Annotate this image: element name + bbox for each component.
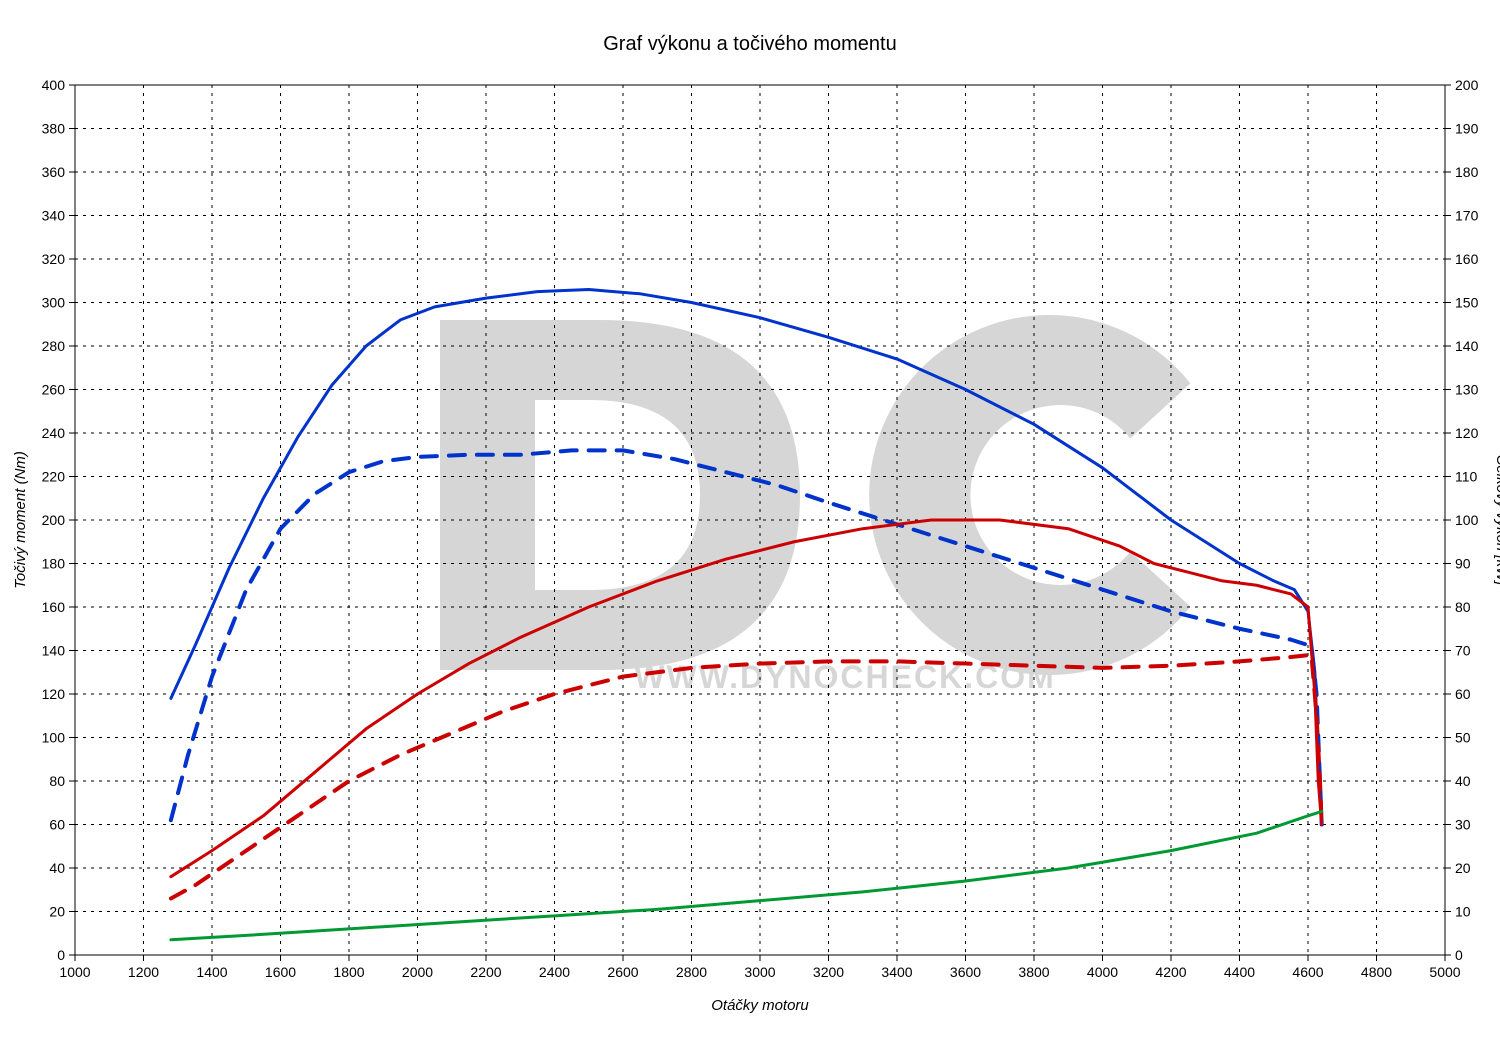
svg-text:4600: 4600 bbox=[1292, 964, 1323, 980]
svg-text:1600: 1600 bbox=[265, 964, 296, 980]
svg-text:170: 170 bbox=[1455, 208, 1479, 224]
svg-text:4000: 4000 bbox=[1087, 964, 1118, 980]
svg-text:0: 0 bbox=[1455, 947, 1463, 963]
svg-text:50: 50 bbox=[1455, 730, 1471, 746]
svg-text:140: 140 bbox=[42, 643, 66, 659]
svg-text:160: 160 bbox=[42, 599, 66, 615]
svg-text:40: 40 bbox=[49, 860, 65, 876]
svg-text:320: 320 bbox=[42, 251, 66, 267]
svg-text:140: 140 bbox=[1455, 338, 1479, 354]
svg-text:20: 20 bbox=[1455, 860, 1471, 876]
svg-text:200: 200 bbox=[42, 512, 66, 528]
svg-text:120: 120 bbox=[1455, 425, 1479, 441]
svg-text:70: 70 bbox=[1455, 643, 1471, 659]
svg-text:80: 80 bbox=[49, 773, 65, 789]
svg-text:90: 90 bbox=[1455, 556, 1471, 572]
svg-text:4200: 4200 bbox=[1155, 964, 1186, 980]
svg-text:3000: 3000 bbox=[744, 964, 775, 980]
svg-text:190: 190 bbox=[1455, 121, 1479, 137]
svg-text:380: 380 bbox=[42, 121, 66, 137]
svg-text:200: 200 bbox=[1455, 77, 1479, 93]
svg-text:20: 20 bbox=[49, 904, 65, 920]
svg-text:100: 100 bbox=[42, 730, 66, 746]
svg-text:1200: 1200 bbox=[128, 964, 159, 980]
svg-text:100: 100 bbox=[1455, 512, 1479, 528]
svg-text:280: 280 bbox=[42, 338, 66, 354]
svg-text:5000: 5000 bbox=[1429, 964, 1460, 980]
svg-text:1400: 1400 bbox=[196, 964, 227, 980]
x-axis-label: Otáčky motoru bbox=[711, 997, 809, 1014]
svg-text:260: 260 bbox=[42, 382, 66, 398]
svg-text:220: 220 bbox=[42, 469, 66, 485]
svg-text:240: 240 bbox=[42, 425, 66, 441]
svg-text:130: 130 bbox=[1455, 382, 1479, 398]
svg-text:160: 160 bbox=[1455, 251, 1479, 267]
chart-title: Graf výkonu a točivého momentu bbox=[603, 33, 896, 55]
y-right-axis-label: Celkový výkon [kW] bbox=[1493, 455, 1500, 587]
svg-text:180: 180 bbox=[42, 556, 66, 572]
svg-text:340: 340 bbox=[42, 208, 66, 224]
svg-text:2000: 2000 bbox=[402, 964, 433, 980]
svg-text:150: 150 bbox=[1455, 295, 1479, 311]
svg-text:180: 180 bbox=[1455, 164, 1479, 180]
svg-text:360: 360 bbox=[42, 164, 66, 180]
svg-text:400: 400 bbox=[42, 77, 66, 93]
svg-text:1000: 1000 bbox=[59, 964, 90, 980]
svg-text:30: 30 bbox=[1455, 817, 1471, 833]
svg-text:2200: 2200 bbox=[470, 964, 501, 980]
svg-text:2400: 2400 bbox=[539, 964, 570, 980]
svg-text:4400: 4400 bbox=[1224, 964, 1255, 980]
svg-text:60: 60 bbox=[49, 817, 65, 833]
svg-text:120: 120 bbox=[42, 686, 66, 702]
svg-text:300: 300 bbox=[42, 295, 66, 311]
svg-text:60: 60 bbox=[1455, 686, 1471, 702]
svg-text:4800: 4800 bbox=[1361, 964, 1392, 980]
svg-text:10: 10 bbox=[1455, 904, 1471, 920]
svg-text:0: 0 bbox=[57, 947, 65, 963]
svg-text:110: 110 bbox=[1455, 469, 1478, 485]
svg-text:3400: 3400 bbox=[881, 964, 912, 980]
y-left-axis-label: Točivý moment (Nm) bbox=[12, 451, 29, 589]
svg-text:80: 80 bbox=[1455, 599, 1471, 615]
svg-text:40: 40 bbox=[1455, 773, 1471, 789]
svg-text:3800: 3800 bbox=[1018, 964, 1049, 980]
svg-text:3200: 3200 bbox=[813, 964, 844, 980]
dyno-chart: WWW.DYNOCHECK.COM10001200140016001800200… bbox=[0, 0, 1500, 1041]
svg-text:3600: 3600 bbox=[950, 964, 981, 980]
svg-text:2600: 2600 bbox=[607, 964, 638, 980]
svg-text:2800: 2800 bbox=[676, 964, 707, 980]
svg-text:1800: 1800 bbox=[333, 964, 364, 980]
